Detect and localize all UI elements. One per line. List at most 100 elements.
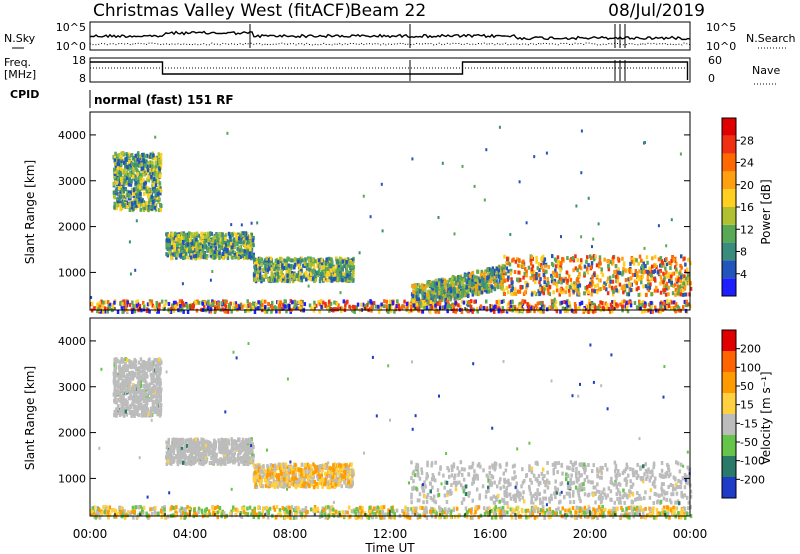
scatter-cell bbox=[423, 297, 427, 302]
scatter-cell bbox=[405, 302, 409, 306]
scatter-cell bbox=[175, 302, 179, 307]
scatter-cell bbox=[425, 292, 429, 297]
scatter-cell bbox=[290, 271, 294, 275]
scatter-cell bbox=[191, 304, 194, 309]
scatter-cell bbox=[629, 303, 633, 308]
scatter-cell bbox=[650, 304, 653, 309]
scatter-cell bbox=[429, 300, 433, 305]
scatter-cell bbox=[132, 162, 136, 167]
scatter-cell bbox=[158, 162, 161, 167]
scatter-cell bbox=[656, 288, 659, 293]
scatter-cell bbox=[514, 259, 518, 264]
scatter-cell bbox=[194, 254, 198, 258]
scatter-cell bbox=[124, 367, 127, 372]
freq-label-2: [MHz] bbox=[4, 68, 36, 81]
scatter-cell bbox=[112, 194, 116, 199]
scatter-cell bbox=[324, 261, 328, 265]
scatter-cell bbox=[145, 153, 149, 158]
scatter-cell bbox=[441, 288, 444, 293]
scatter-cell bbox=[282, 302, 285, 307]
scatter-cell bbox=[120, 176, 123, 181]
scatter-cell bbox=[132, 174, 135, 179]
scatter-cell bbox=[350, 264, 354, 269]
scatter-cell bbox=[674, 277, 678, 282]
scatter-cell bbox=[592, 309, 595, 314]
scatter-cell bbox=[158, 302, 161, 307]
scatter-cell bbox=[382, 304, 386, 309]
scatter-cell bbox=[217, 236, 220, 241]
scatter-cell bbox=[490, 305, 494, 310]
scatter-cell bbox=[151, 187, 154, 192]
scatter-cell bbox=[618, 282, 622, 287]
scatter-cell bbox=[127, 152, 131, 157]
scatter-cell bbox=[184, 235, 188, 240]
scatter-cell bbox=[121, 302, 124, 307]
scatter-cell bbox=[129, 190, 132, 195]
scatter-cell bbox=[138, 303, 142, 308]
scatter-cell bbox=[333, 300, 336, 305]
scatter-cell bbox=[205, 255, 208, 260]
scatter-cell bbox=[296, 274, 299, 278]
scatter-cell bbox=[197, 243, 200, 247]
scatter-cell bbox=[140, 199, 144, 204]
scatter-cell bbox=[679, 288, 683, 293]
scatter-cell bbox=[238, 236, 241, 241]
scatter-cell bbox=[126, 368, 129, 373]
scatter-cell bbox=[310, 306, 313, 311]
scatter-cell bbox=[425, 305, 429, 310]
scatter-cell bbox=[630, 276, 633, 281]
scatter-cell bbox=[543, 280, 546, 285]
scatter-cell bbox=[614, 264, 618, 269]
scatter-cell bbox=[263, 266, 267, 271]
scatter-cell bbox=[247, 244, 250, 249]
scatter-cell bbox=[428, 280, 431, 285]
scatter-cell bbox=[600, 267, 603, 272]
scatter-cell bbox=[325, 273, 329, 278]
scatter-cell bbox=[174, 237, 178, 242]
scatter-cell bbox=[684, 269, 687, 274]
scatter-cell bbox=[147, 397, 151, 402]
scatter-cell bbox=[387, 309, 390, 314]
scatter-cell bbox=[114, 151, 117, 156]
scatter-cell bbox=[523, 271, 526, 276]
scatter-cell bbox=[668, 261, 671, 265]
scatter-cell bbox=[665, 281, 669, 286]
scatter-cell bbox=[345, 268, 349, 273]
scatter-cell bbox=[463, 283, 467, 288]
scatter-cell bbox=[168, 250, 171, 255]
scatter-cell bbox=[397, 306, 401, 311]
scatter-cell bbox=[142, 413, 146, 418]
scatter-cell bbox=[120, 304, 124, 309]
scatter-cell bbox=[559, 309, 562, 314]
scatter-cell bbox=[449, 280, 453, 285]
scatter-cell bbox=[168, 242, 171, 247]
scatter-cell bbox=[552, 299, 556, 304]
scatter-cell bbox=[293, 304, 297, 309]
scatter-cell bbox=[206, 248, 210, 253]
scatter-cell bbox=[116, 372, 120, 377]
scatter-cell bbox=[106, 309, 109, 314]
scatter-cell bbox=[143, 201, 147, 206]
scatter-cell bbox=[542, 261, 546, 266]
scatter-cell bbox=[126, 381, 129, 386]
scatter-cell bbox=[546, 277, 549, 281]
scatter-cell bbox=[356, 302, 360, 307]
scatter-cell bbox=[100, 299, 103, 304]
scatter-cell bbox=[639, 305, 642, 310]
scatter-cell bbox=[221, 251, 225, 256]
scatter-cell bbox=[532, 275, 535, 280]
scatter-cell bbox=[653, 277, 656, 281]
scatter-cell bbox=[672, 271, 676, 276]
scatter-cell bbox=[126, 364, 129, 369]
scatter-cell bbox=[525, 285, 528, 290]
scatter-cell bbox=[150, 380, 153, 385]
scatter-cell bbox=[270, 309, 273, 314]
scatter-cell bbox=[135, 303, 139, 308]
scatter-cell bbox=[169, 310, 173, 314]
scatter-cell bbox=[195, 247, 198, 252]
scatter-cell bbox=[491, 272, 494, 277]
scatter-cell bbox=[502, 269, 506, 274]
scatter-cell bbox=[518, 289, 522, 294]
scatter-cell bbox=[543, 284, 546, 289]
scatter-cell bbox=[518, 264, 522, 268]
